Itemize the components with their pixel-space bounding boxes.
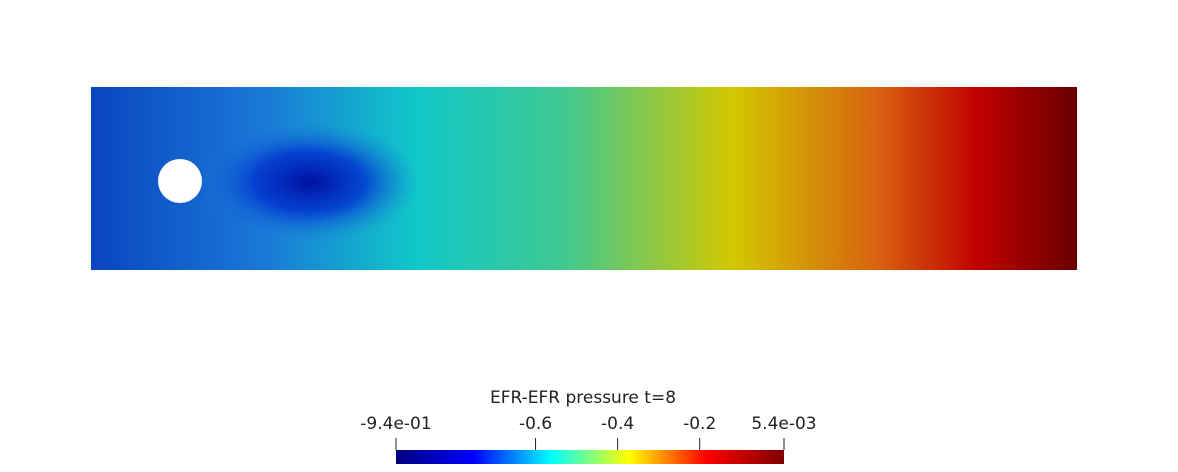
colorbar-ramp: [396, 450, 784, 464]
tick-label: 5.4e-03: [751, 414, 816, 434]
colorbar: -9.4e-01 5.4e-03 -0.6 -0.4 -0.2: [360, 414, 817, 464]
tick-label: -0.2: [683, 414, 716, 434]
tick-label: -9.4e-01: [360, 414, 431, 434]
tick-label: -0.4: [601, 414, 634, 434]
colorbar-title: EFR-EFR pressure t=8: [490, 388, 676, 408]
low-pressure-region: [200, 122, 420, 242]
cylinder: [158, 159, 202, 203]
tick-label: -0.6: [519, 414, 552, 434]
